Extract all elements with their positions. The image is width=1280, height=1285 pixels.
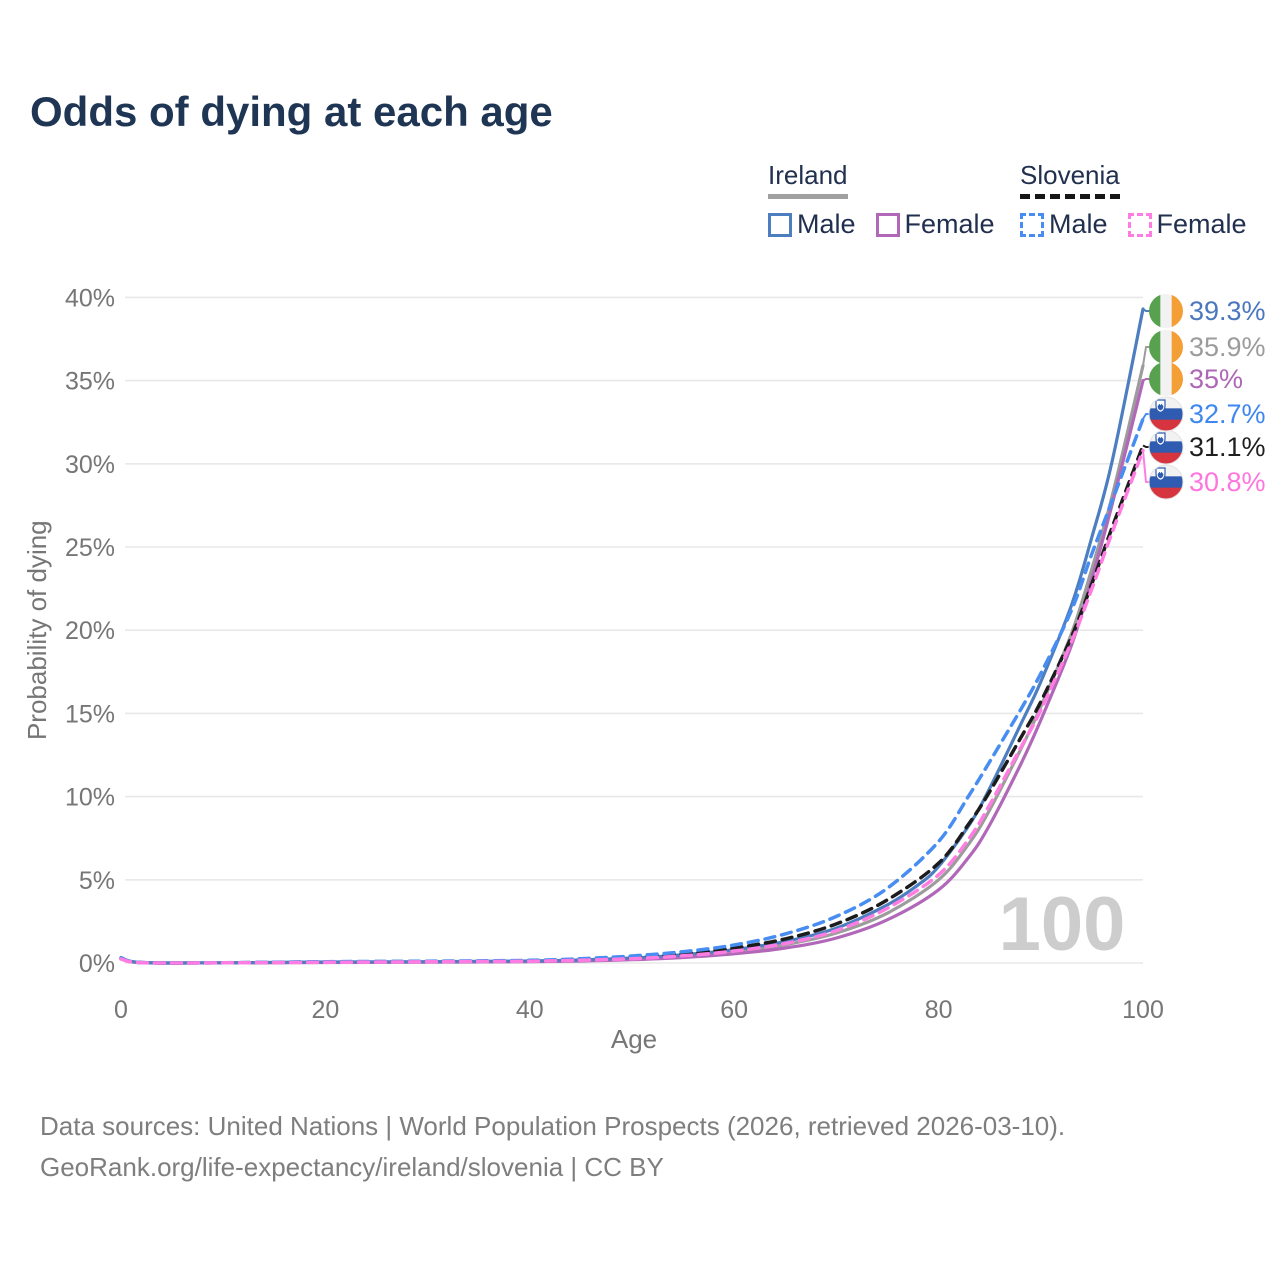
series-line-ireland-male xyxy=(119,307,1145,965)
legend-label: Female xyxy=(1156,209,1247,239)
watermark-age-100: 100 xyxy=(999,882,1126,967)
y-axis-title: Probability of dying xyxy=(22,520,52,740)
x-tick-label: 80 xyxy=(925,996,953,1024)
y-tick-label: 0% xyxy=(79,950,115,978)
legend-label: Male xyxy=(797,209,856,239)
footer-line-sources: Data sources: United Nations | World Pop… xyxy=(40,1111,1066,1141)
legend-item-slovenia-female[interactable]: Female xyxy=(1127,209,1247,240)
y-tick-label: 5% xyxy=(79,867,115,895)
series-line-slovenia-both xyxy=(119,443,1145,965)
slovenia-flag-icon xyxy=(1149,397,1183,431)
x-tick-label: 40 xyxy=(516,996,544,1024)
end-label-leader-slovenia-female xyxy=(1142,450,1150,483)
legend-group-slovenia: Slovenia Male Female xyxy=(1020,160,1247,240)
flag-ring xyxy=(1148,464,1184,500)
series-line-slovenia-female xyxy=(119,448,1145,965)
legend-group-ireland: Ireland Male Female xyxy=(768,160,995,240)
y-tick-label: 20% xyxy=(65,617,115,645)
legend-label: Male xyxy=(1049,209,1108,239)
x-tick-label: 0 xyxy=(114,996,128,1024)
y-tick-label: 10% xyxy=(65,784,115,812)
slovenia-male-swatch-icon xyxy=(1020,212,1044,237)
end-value-label-ireland-male: 39.3% xyxy=(1189,296,1266,326)
flag-ring xyxy=(1148,396,1184,432)
ireland-flag-icon xyxy=(1149,362,1183,396)
slovenia-female-swatch-icon xyxy=(1127,212,1152,237)
y-tick-label: 35% xyxy=(65,368,115,396)
legend-item-slovenia-male[interactable]: Male xyxy=(1020,209,1108,240)
series-line-slovenia-male xyxy=(119,417,1145,965)
footer-line-attribution: GeoRank.org/life-expectancy/ireland/slov… xyxy=(40,1152,664,1182)
y-tick-label: 30% xyxy=(65,451,115,479)
ireland-male-swatch-icon xyxy=(768,212,792,237)
ireland-flag-icon xyxy=(1149,330,1183,364)
end-value-label-ireland-female: 35% xyxy=(1189,364,1243,394)
ireland-female-swatch-icon xyxy=(875,212,900,237)
end-label-leader-ireland-male xyxy=(1142,308,1150,312)
legend-label: Female xyxy=(904,209,995,239)
slovenia-flag-icon xyxy=(1149,465,1183,499)
legend-item-ireland-male[interactable]: Male xyxy=(768,209,856,240)
end-label-leader-ireland-both xyxy=(1142,346,1150,366)
y-tick-label: 25% xyxy=(65,534,115,562)
page-title: Odds of dying at each age xyxy=(30,88,553,135)
data-source-footer: Data sources: United Nations | World Pop… xyxy=(40,1106,1065,1188)
legend-item-ireland-female[interactable]: Female xyxy=(875,209,995,240)
x-tick-label: 60 xyxy=(720,996,748,1024)
end-value-label-slovenia-male: 32.7% xyxy=(1189,399,1266,429)
legend-country-slovenia: Slovenia xyxy=(1020,160,1120,199)
slovenia-flag-icon xyxy=(1149,430,1183,464)
ireland-flag-icon xyxy=(1149,294,1183,328)
end-value-label-slovenia-both: 31.1% xyxy=(1189,432,1266,462)
end-label-leader-ireland-female xyxy=(1142,378,1150,382)
series-line-ireland-female xyxy=(119,379,1145,965)
legend-country-ireland: Ireland xyxy=(768,160,848,199)
end-value-label-ireland-both: 35.9% xyxy=(1189,332,1266,362)
end-value-label-slovenia-female: 30.8% xyxy=(1189,467,1266,497)
x-tick-label: 100 xyxy=(1122,996,1164,1024)
x-axis-title: Age xyxy=(611,1024,657,1054)
y-tick-label: 40% xyxy=(65,284,115,312)
y-tick-label: 15% xyxy=(65,700,115,728)
x-tick-label: 20 xyxy=(311,996,339,1024)
series-line-ireland-both xyxy=(119,364,1145,965)
